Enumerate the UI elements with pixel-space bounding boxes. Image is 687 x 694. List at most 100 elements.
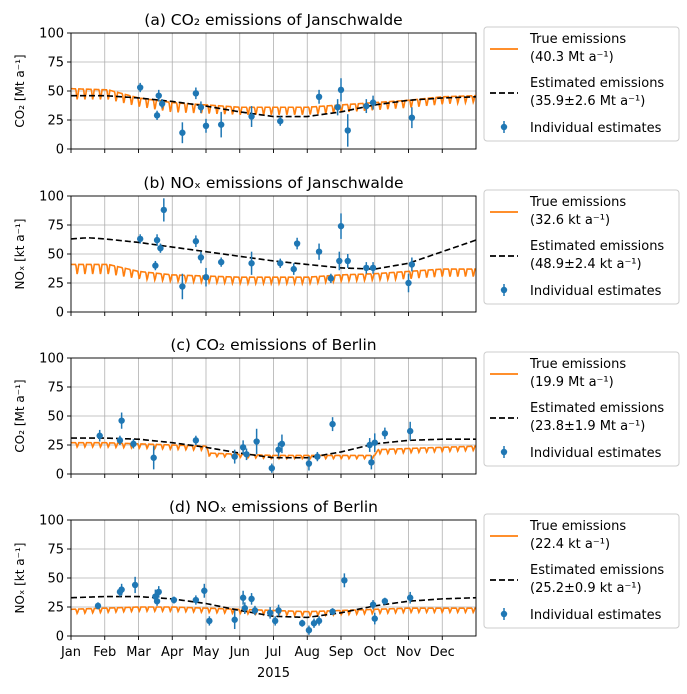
individual-estimate-point bbox=[310, 618, 318, 628]
x-tick-label: Nov bbox=[396, 645, 422, 660]
panel-title: (b) NOₓ emissions of Janschwalde bbox=[143, 174, 403, 192]
estimate-marker bbox=[239, 444, 247, 451]
y-tick-label: 25 bbox=[47, 114, 64, 129]
estimate-marker bbox=[290, 265, 297, 273]
individual-estimate-point bbox=[155, 586, 162, 598]
estimate-marker bbox=[406, 427, 414, 435]
legend-points-label: Individual estimates bbox=[530, 446, 662, 461]
legend-box bbox=[483, 189, 680, 305]
individual-estimate-point bbox=[271, 616, 279, 626]
individual-estimate-point bbox=[315, 89, 323, 104]
y-tick-label: 50 bbox=[47, 410, 64, 425]
estimate-marker bbox=[155, 588, 162, 596]
individual-estimate-point bbox=[366, 438, 373, 452]
individual-estimate-point bbox=[217, 257, 225, 267]
legend-estimated-value: (25.2±0.9 kt a⁻¹) bbox=[530, 581, 642, 596]
legend: True emissions (19.9 Mt a⁻¹) Estimated emi… bbox=[483, 351, 680, 467]
estimate-marker bbox=[248, 260, 255, 267]
estimate-marker bbox=[231, 453, 238, 460]
estimate-marker bbox=[192, 596, 200, 604]
estimate-marker bbox=[179, 283, 186, 290]
estimate-marker bbox=[94, 602, 102, 610]
estimate-marker bbox=[305, 460, 313, 467]
y-tick-label: 75 bbox=[47, 219, 64, 234]
individual-estimate-point bbox=[118, 412, 125, 429]
y-tick-label: 0 bbox=[56, 143, 64, 158]
x-tick-label: Oct bbox=[364, 645, 386, 660]
y-tick-label: 50 bbox=[47, 248, 64, 263]
estimate-marker bbox=[118, 417, 125, 424]
individual-estimate-point bbox=[253, 428, 260, 455]
legend-points-marker bbox=[500, 286, 508, 294]
estimate-marker bbox=[405, 279, 412, 287]
individual-estimate-point bbox=[268, 463, 276, 473]
estimate-marker bbox=[179, 129, 186, 136]
individual-estimate-point bbox=[153, 234, 161, 246]
individual-estimate-point bbox=[369, 600, 377, 610]
legend-estimated-label: Estimated emissions bbox=[530, 239, 664, 254]
panel-b: 0 25 50 75 100 (b) NOₓ emissions of Janschwal… bbox=[13, 174, 680, 321]
estimate-marker bbox=[201, 587, 208, 594]
x-tick-label: Mar bbox=[126, 645, 151, 660]
estimate-marker bbox=[406, 594, 414, 601]
panel-c: 0 25 50 75 100 (c) CO₂ emissions of Berlin CO₂… bbox=[13, 336, 680, 483]
panel-a: 0 25 50 75 100 (a) CO₂ emissions of Janschwal… bbox=[13, 11, 680, 158]
individual-estimate-point bbox=[202, 267, 210, 287]
individual-estimate-point bbox=[179, 273, 186, 300]
individual-estimate-point bbox=[337, 78, 345, 102]
individual-estimate-point bbox=[158, 99, 166, 109]
individual-estimate-point bbox=[192, 87, 200, 100]
estimate-marker bbox=[363, 102, 370, 110]
estimate-marker bbox=[153, 112, 161, 119]
estimate-marker bbox=[116, 437, 124, 444]
estimate-marker bbox=[369, 601, 377, 608]
x-tick-label: May bbox=[193, 645, 220, 660]
individual-estimate-point bbox=[197, 101, 205, 114]
estimate-marker bbox=[371, 439, 378, 446]
individual-estimate-point bbox=[197, 251, 205, 264]
y-tick-label: 0 bbox=[56, 630, 64, 645]
individual-estimate-point bbox=[293, 237, 301, 250]
estimate-marker bbox=[239, 594, 247, 601]
estimate-marker bbox=[310, 620, 318, 627]
individual-estimate-point bbox=[131, 576, 139, 594]
legend-true-label: True emissions bbox=[529, 519, 626, 534]
estimate-marker bbox=[363, 264, 370, 272]
individual-estimate-point bbox=[96, 429, 103, 442]
legend-box bbox=[483, 351, 680, 467]
estimate-marker bbox=[217, 258, 225, 266]
legend-estimated-value: (23.8±1.9 Mt a⁻¹) bbox=[530, 419, 645, 434]
individual-estimate-point bbox=[315, 243, 323, 260]
legend-true-label: True emissions bbox=[529, 32, 626, 47]
legend-points-marker bbox=[500, 123, 508, 131]
y-tick-label: 25 bbox=[47, 277, 64, 292]
individual-estimate-point bbox=[329, 417, 336, 432]
estimate-marker bbox=[153, 598, 161, 605]
individual-estimate-point bbox=[116, 435, 124, 445]
true-emissions-line bbox=[71, 87, 476, 115]
estimate-marker bbox=[158, 100, 166, 107]
legend-points-label: Individual estimates bbox=[530, 608, 662, 623]
x-axis-label: 2015 bbox=[257, 666, 290, 681]
individual-estimate-point bbox=[290, 263, 297, 275]
estimate-marker bbox=[248, 113, 255, 120]
estimate-marker bbox=[277, 117, 284, 125]
legend-true-label: True emissions bbox=[529, 195, 626, 210]
estimate-marker bbox=[160, 206, 168, 214]
individual-estimate-point bbox=[153, 110, 161, 120]
individual-estimate-point bbox=[315, 616, 323, 626]
individual-estimate-point bbox=[329, 608, 336, 616]
y-tick-label: 75 bbox=[47, 56, 64, 71]
panel-title: (d) NOₓ emissions of Berlin bbox=[169, 498, 378, 516]
legend: True emissions (40.3 Mt a⁻¹) Estimated emi… bbox=[483, 26, 680, 142]
legend-estimated-value: (48.9±2.4 kt a⁻¹) bbox=[530, 257, 642, 272]
y-tick-label: 25 bbox=[47, 439, 64, 454]
individual-estimate-point bbox=[405, 273, 412, 293]
true-emissions-line bbox=[71, 263, 476, 287]
estimate-marker bbox=[369, 99, 377, 106]
estimate-marker bbox=[197, 104, 205, 111]
individual-estimate-point bbox=[202, 118, 210, 133]
estimate-marker bbox=[266, 609, 274, 616]
legend-box bbox=[483, 26, 680, 142]
